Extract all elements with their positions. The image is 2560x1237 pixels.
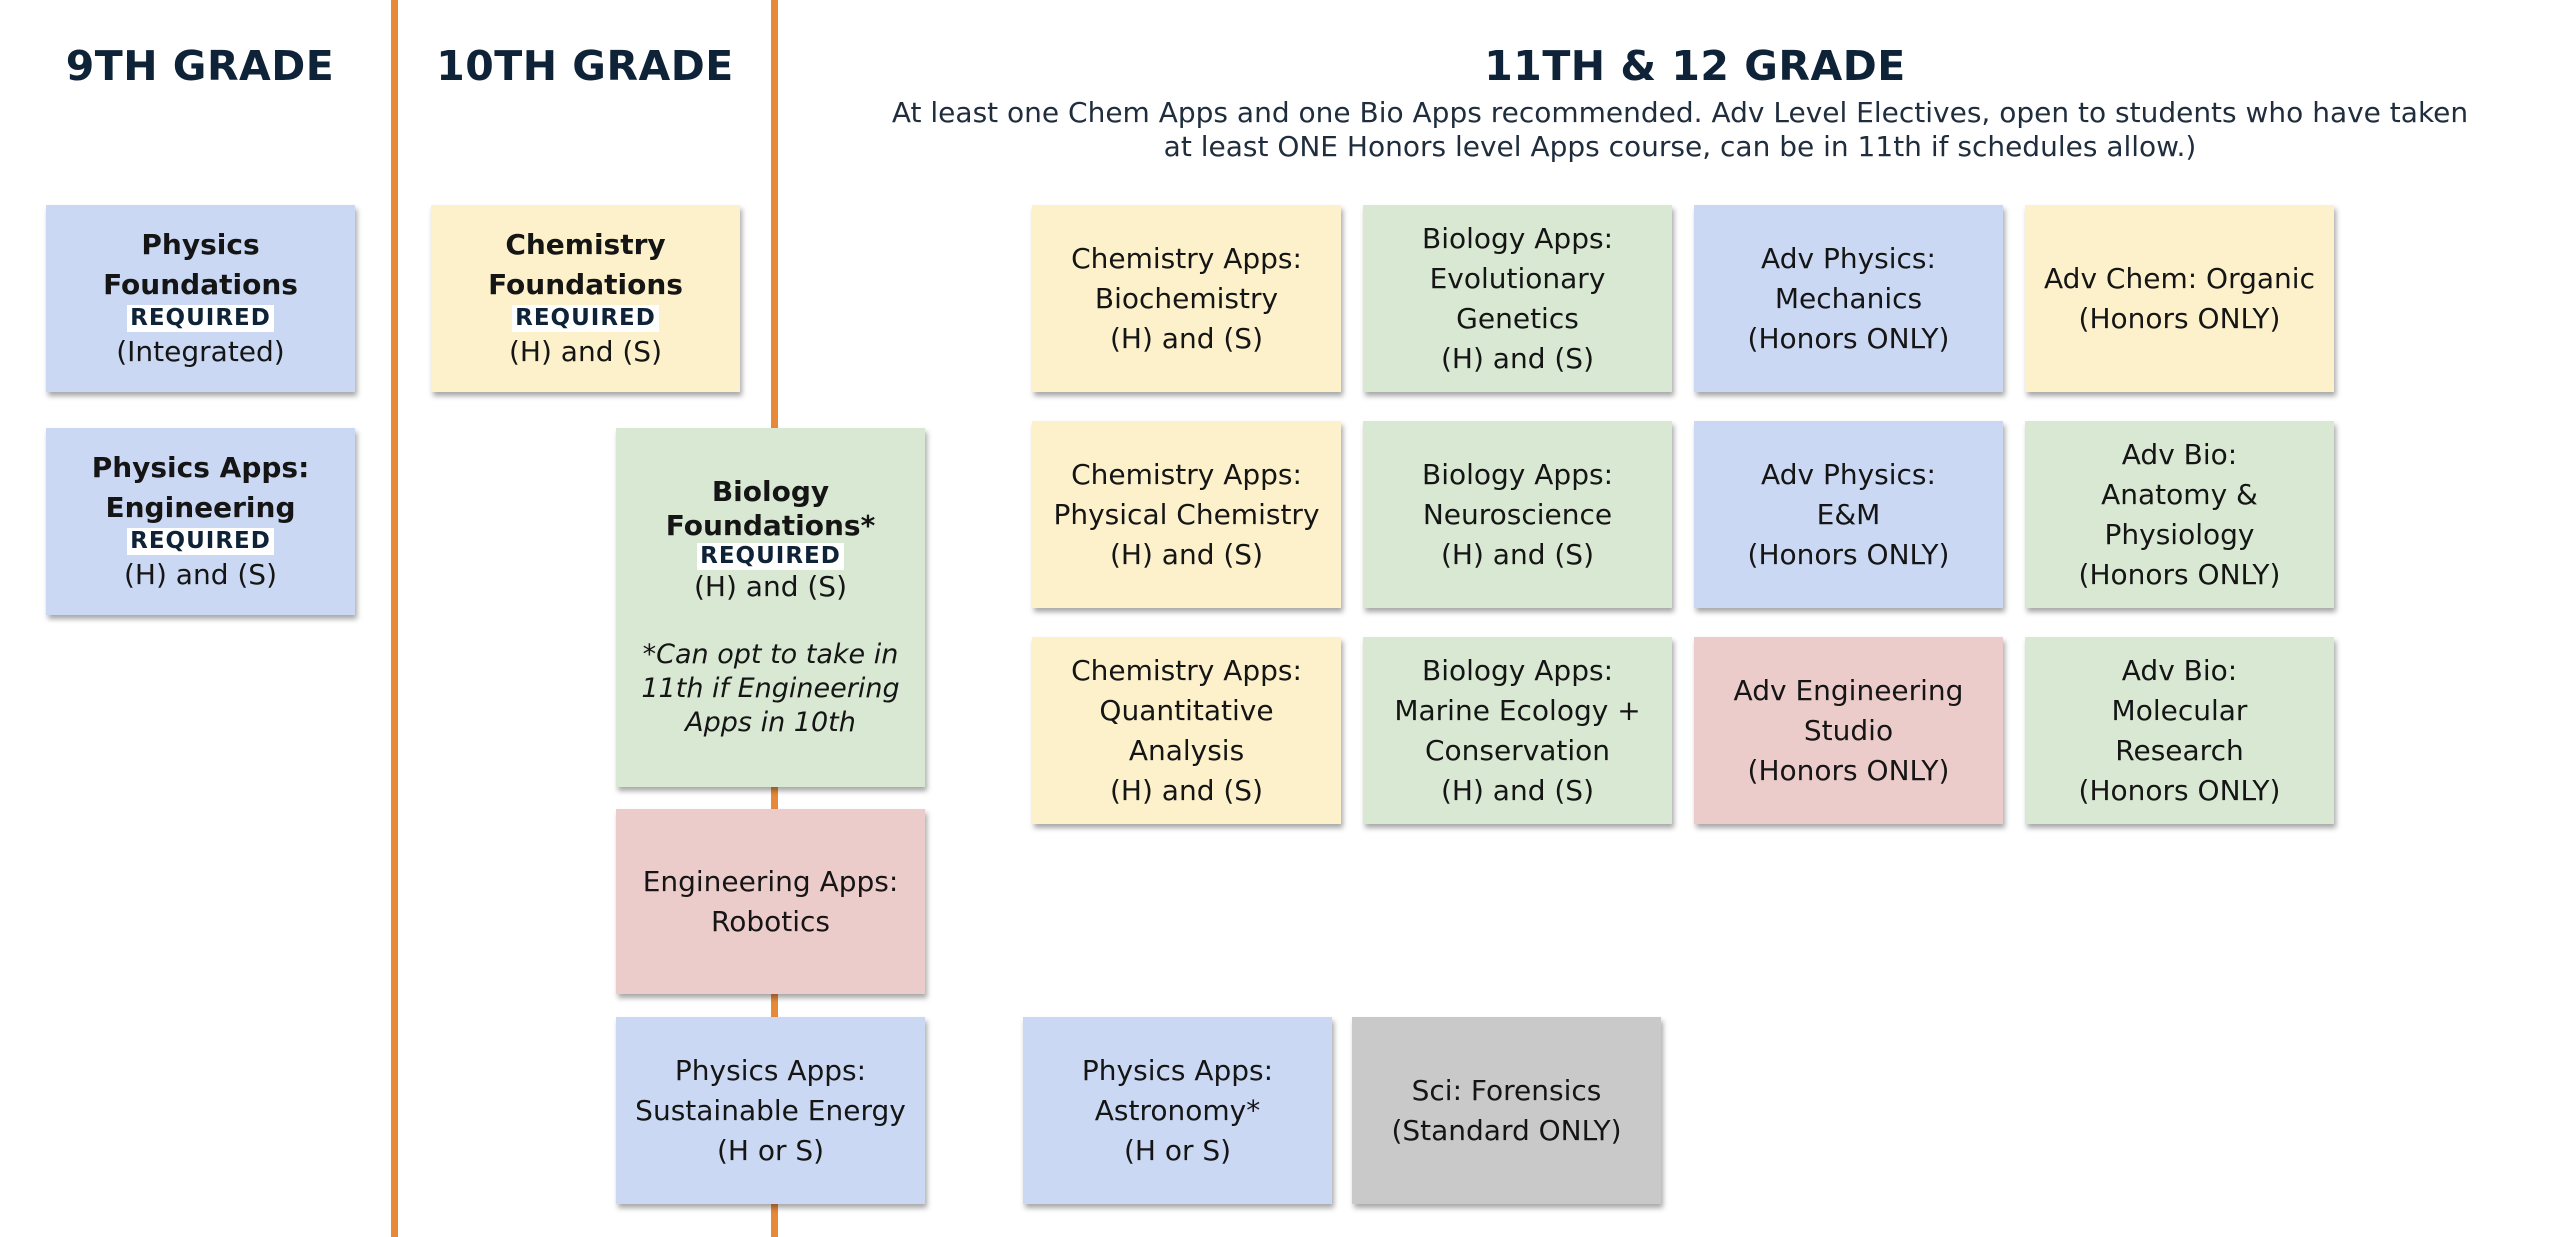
course-biology-foundations: Biology Foundations* REQUIRED (H) and (S… [616, 428, 925, 787]
course-adv-bio-anatomy-physiology: Adv Bio: Anatomy & Physiology (Honors ON… [2025, 421, 2334, 608]
course-sci-forensics: Sci: Forensics (Standard ONLY) [1352, 1017, 1661, 1204]
course-title: Neuroscience [1422, 497, 1613, 531]
course-title: Marine Ecology + [1394, 693, 1641, 727]
course-chemistry-apps-physical-chemistry: Chemistry Apps: Physical Chemistry (H) a… [1032, 421, 1341, 608]
course-title: Adv Bio: [2121, 437, 2238, 471]
course-title: Evolutionary [1429, 261, 1606, 295]
course-detail: (H) and (S) [508, 335, 662, 368]
required-badge: REQUIRED [697, 543, 844, 570]
course-footnote: *Can opt to take in [642, 639, 899, 670]
course-physics-apps-engineering: Physics Apps: Engineering REQUIRED (H) a… [46, 428, 355, 615]
course-title: Studio [1803, 713, 1894, 747]
course-title: Adv Engineering [1733, 673, 1964, 707]
course-detail: (H) and (S) [1440, 773, 1594, 807]
course-title: Research [2115, 733, 2244, 767]
course-adv-engineering-studio: Adv Engineering Studio (Honors ONLY) [1694, 637, 2003, 824]
course-title: Anatomy & [2101, 477, 2258, 511]
course-title: Foundations [103, 268, 298, 301]
course-detail: (Honors ONLY) [1747, 321, 1950, 355]
course-detail: (H) and (S) [1109, 537, 1263, 571]
course-engineering-apps-robotics: Engineering Apps: Robotics [616, 809, 925, 994]
course-title: Chemistry Apps: [1071, 457, 1302, 491]
course-detail: (Honors ONLY) [1747, 753, 1950, 787]
course-detail: (H) and (S) [1440, 537, 1594, 571]
required-badge: REQUIRED [127, 528, 274, 555]
course-detail: (H or S) [716, 1133, 825, 1167]
course-detail: (Honors ONLY) [2078, 301, 2281, 335]
course-title: Engineering [105, 491, 296, 524]
course-title: Biology Apps: [1422, 653, 1613, 687]
course-title: Engineering Apps: [642, 864, 899, 898]
course-title: Sustainable Energy [635, 1093, 906, 1127]
course-physics-foundations: Physics Foundations REQUIRED (Integrated… [46, 205, 355, 392]
course-title: Robotics [711, 904, 830, 938]
course-title: Physics [141, 228, 260, 261]
course-title: Genetics [1456, 301, 1579, 335]
course-title: Sci: Forensics [1411, 1073, 1602, 1107]
heading-9th-grade: 9TH GRADE [65, 42, 335, 90]
course-biology-apps-marine-ecology: Biology Apps: Marine Ecology + Conservat… [1363, 637, 1672, 824]
course-detail: (Standard ONLY) [1391, 1113, 1622, 1147]
course-chemistry-foundations: Chemistry Foundations REQUIRED (H) and (… [431, 205, 740, 392]
course-title: Mechanics [1774, 281, 1923, 315]
course-adv-chem-organic: Adv Chem: Organic (Honors ONLY) [2025, 205, 2334, 392]
course-detail: (Integrated) [116, 335, 285, 368]
course-physics-apps-sustainable-energy: Physics Apps: Sustainable Energy (H or S… [616, 1017, 925, 1204]
course-title: Physics Apps: [674, 1053, 867, 1087]
course-title: Adv Physics: [1761, 457, 1936, 491]
course-chemistry-apps-quantitative-analysis: Chemistry Apps: Quantitative Analysis (H… [1032, 637, 1341, 824]
course-title: Biochemistry [1094, 281, 1279, 315]
course-title: Adv Physics: [1761, 241, 1936, 275]
course-title: Physical Chemistry [1053, 497, 1320, 531]
course-detail: (H) and (S) [123, 558, 277, 591]
required-badge: REQUIRED [512, 305, 659, 332]
course-adv-physics-em: Adv Physics: E&M (Honors ONLY) [1694, 421, 2003, 608]
course-biology-apps-neuroscience: Biology Apps: Neuroscience (H) and (S) [1363, 421, 1672, 608]
course-title: Chemistry Apps: [1071, 653, 1302, 687]
recommendation-note-line2: at least ONE Honors level Apps course, c… [1163, 130, 2197, 163]
course-detail: (Honors ONLY) [2078, 557, 2281, 591]
course-title: Physics Apps: [91, 451, 310, 484]
course-detail: (H or S) [1123, 1133, 1232, 1167]
course-biology-apps-evolutionary-genetics: Biology Apps: Evolutionary Genetics (H) … [1363, 205, 1672, 392]
course-title: Physiology [2104, 517, 2255, 551]
course-title: Adv Bio: [2121, 653, 2238, 687]
heading-10th-grade: 10TH GRADE [436, 42, 734, 90]
course-title: Molecular [2111, 693, 2248, 727]
course-title: Chemistry Apps: [1071, 241, 1302, 275]
course-title: Biology [711, 475, 830, 508]
divider-9th-10th [391, 0, 398, 1237]
course-detail: (H) and (S) [1109, 321, 1263, 355]
course-title: Conservation [1424, 733, 1611, 767]
course-title: E&M [1816, 497, 1881, 531]
course-title: Physics Apps: [1081, 1053, 1274, 1087]
course-title: Chemistry [505, 228, 666, 261]
course-adv-physics-mechanics: Adv Physics: Mechanics (Honors ONLY) [1694, 205, 2003, 392]
course-detail: (Honors ONLY) [2078, 773, 2281, 807]
course-adv-bio-molecular-research: Adv Bio: Molecular Research (Honors ONLY… [2025, 637, 2334, 824]
course-title: Foundations [488, 268, 683, 301]
heading-11th-12th-grade: 11TH & 12 GRADE [1484, 42, 1906, 90]
course-footnote: Apps in 10th [685, 707, 856, 738]
course-title: Biology Apps: [1422, 457, 1613, 491]
course-detail: (H) and (S) [693, 570, 847, 603]
required-badge: REQUIRED [127, 305, 274, 332]
course-detail: (H) and (S) [1109, 773, 1263, 807]
course-detail: (Honors ONLY) [1747, 537, 1950, 571]
course-title: Adv Chem: Organic [2044, 261, 2315, 295]
course-title: Quantitative [1099, 693, 1274, 727]
recommendation-note: At least one Chem Apps and one Bio Apps … [860, 96, 2500, 164]
course-title: Biology Apps: [1422, 221, 1613, 255]
course-detail: (H) and (S) [1440, 341, 1594, 375]
recommendation-note-line1: At least one Chem Apps and one Bio Apps … [891, 96, 2469, 129]
course-title: Astronomy* [1094, 1093, 1261, 1127]
course-title: Foundations* [665, 509, 876, 542]
course-footnote: 11th if Engineering [641, 673, 900, 704]
course-chemistry-apps-biochemistry: Chemistry Apps: Biochemistry (H) and (S) [1032, 205, 1341, 392]
course-title: Analysis [1128, 733, 1245, 767]
course-physics-apps-astronomy: Physics Apps: Astronomy* (H or S) [1023, 1017, 1332, 1204]
